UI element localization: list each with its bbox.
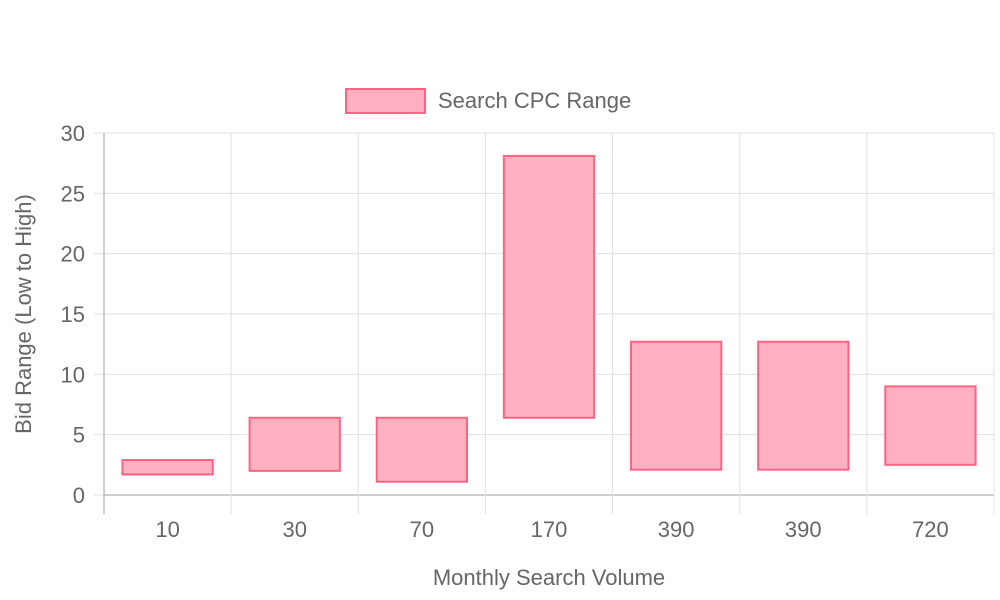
y-tick-label: 5 bbox=[73, 423, 85, 448]
y-tick-label: 0 bbox=[73, 483, 85, 508]
x-tick-label: 10 bbox=[155, 517, 179, 542]
bar[interactable] bbox=[630, 340, 723, 471]
y-tick-label: 25 bbox=[61, 181, 85, 206]
x-tick-label: 170 bbox=[531, 517, 568, 542]
legend[interactable]: Search CPC Range bbox=[345, 88, 631, 114]
bar[interactable] bbox=[884, 385, 977, 466]
x-tick-label: 720 bbox=[912, 517, 949, 542]
legend-swatch bbox=[345, 88, 426, 114]
bar[interactable] bbox=[248, 416, 341, 472]
x-axis-ticks: 10 30 70 170 390 390 720 bbox=[155, 517, 948, 542]
y-tick-label: 30 bbox=[61, 121, 85, 146]
bar[interactable] bbox=[502, 154, 596, 419]
x-tick-label: 70 bbox=[410, 517, 434, 542]
bar[interactable] bbox=[757, 340, 850, 471]
bar[interactable] bbox=[121, 459, 214, 476]
y-tick-label: 10 bbox=[61, 362, 85, 387]
legend-label: Search CPC Range bbox=[438, 88, 631, 113]
x-tick-label: 30 bbox=[282, 517, 306, 542]
bar[interactable] bbox=[375, 416, 468, 483]
y-tick-label: 20 bbox=[61, 242, 85, 267]
y-tick-label: 15 bbox=[61, 302, 85, 327]
x-tick-label: 390 bbox=[785, 517, 822, 542]
y-axis-ticks: 0 5 10 15 20 25 30 bbox=[61, 121, 85, 508]
x-tick-label: 390 bbox=[658, 517, 695, 542]
x-axis-title: Monthly Search Volume bbox=[433, 565, 665, 590]
y-axis-title: Bid Range (Low to High) bbox=[11, 194, 36, 434]
bars bbox=[121, 154, 977, 483]
